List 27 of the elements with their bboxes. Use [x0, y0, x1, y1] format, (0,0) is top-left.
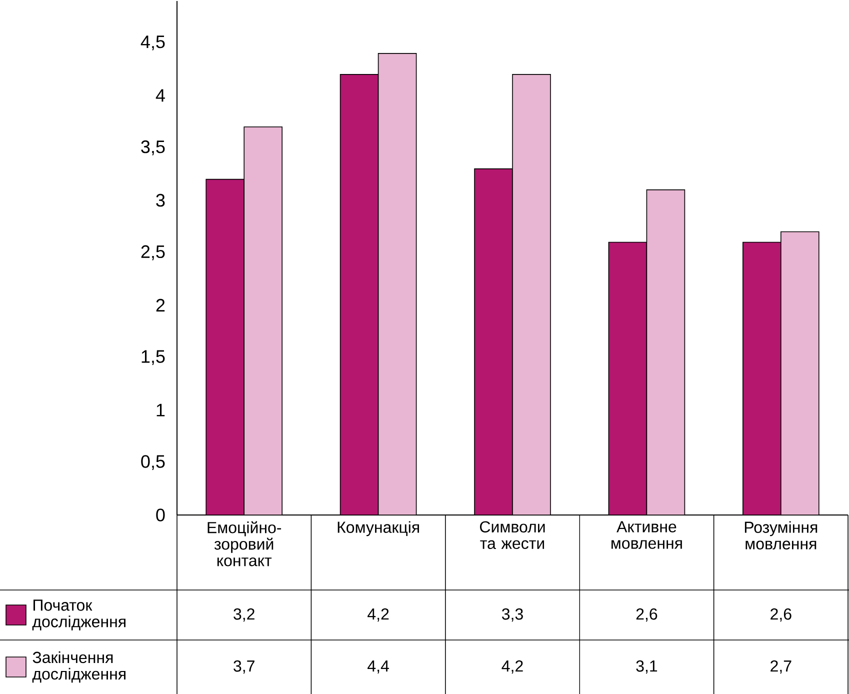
data-label: 3,2	[234, 608, 254, 622]
y-tick-label: 4	[156, 89, 165, 102]
data-label: 2,6	[636, 608, 658, 622]
data-label: 2,6	[770, 608, 792, 622]
data-label: 4,4	[368, 660, 389, 674]
data-label: 3,3	[502, 608, 523, 622]
y-tick-label: 2,5	[141, 245, 165, 260]
x-tick-label: Активне мовлення	[612, 521, 682, 549]
y-tick-label: 0,5	[141, 455, 165, 470]
x-tick-label: Розуміння мовлення	[744, 521, 818, 550]
data-label: 3,7	[234, 660, 254, 674]
data-label: 3,1	[636, 660, 658, 674]
y-tick-label: 2	[156, 298, 165, 312]
y-tick-label: 0	[156, 508, 165, 522]
legend-label: Закінчення дослідження	[32, 651, 126, 683]
y-tick-label: 3,5	[141, 140, 165, 156]
x-tick-label: Символи та жести	[480, 521, 545, 550]
data-label: 4,2	[368, 608, 389, 622]
data-label: 4,2	[502, 660, 523, 674]
legend-label: Початок дослідження	[32, 600, 126, 630]
y-tick-label: 1	[156, 404, 165, 416]
data-label: 2,7	[770, 660, 792, 674]
y-tick-label: 1,5	[142, 350, 165, 365]
x-tick-label: Комунакція	[338, 521, 419, 536]
y-tick-label: 4,5	[140, 36, 165, 50]
x-tick-label: Емоційно-зоровий контакт	[208, 521, 282, 566]
y-tick-label: 3	[156, 194, 165, 207]
